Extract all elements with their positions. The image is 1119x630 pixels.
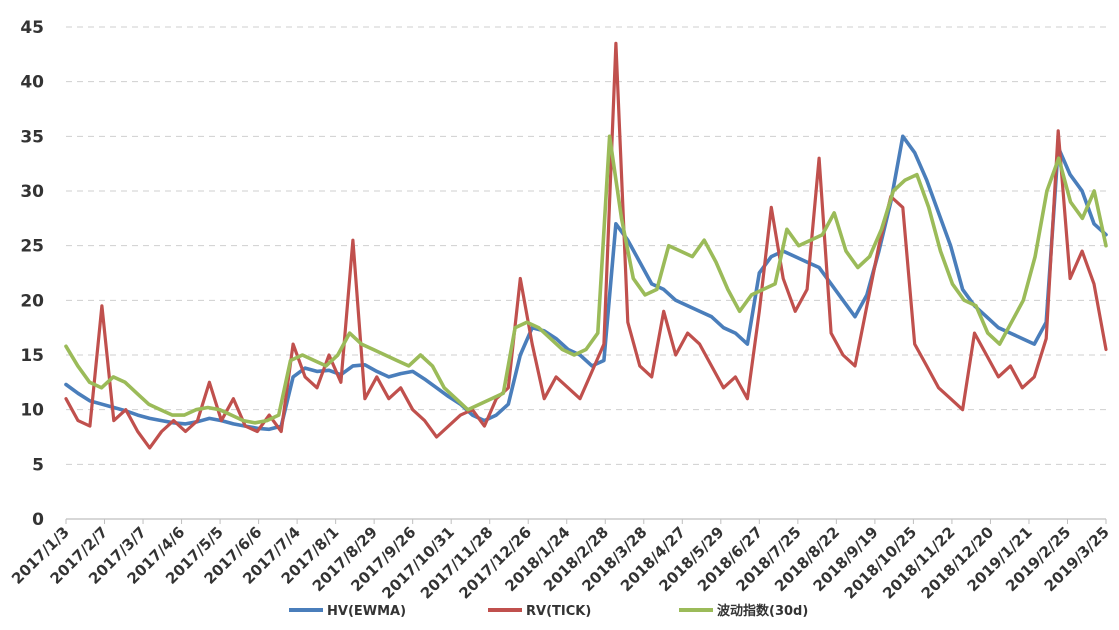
series-lines [64,41,1108,450]
y-tick-label: 25 [20,237,44,257]
y-tick-label: 0 [32,510,44,530]
series-line-1 [64,41,1108,450]
x-axis-tick-labels: 2017/1/32017/2/72017/3/72017/4/62017/5/5… [8,519,1113,603]
grid-lines [66,26,1106,465]
series-line-0 [64,134,1108,432]
y-tick-label: 30 [20,182,44,202]
series-line-2 [64,134,1108,425]
y-tick-label: 40 [20,73,44,93]
y-tick-label: 5 [32,455,44,475]
legend-label-1: RV(TICK) [526,604,591,619]
y-tick-label: 10 [20,401,44,421]
y-tick-label: 15 [20,346,44,366]
y-tick-label: 45 [20,18,44,38]
y-tick-label: 20 [20,291,44,311]
y-tick-label: 35 [20,127,44,147]
y-axis-tick-labels: 0 5 10 15 20 25 30 35 40 45 [20,18,44,530]
legend: HV(EWMA) RV(TICK) 波动指数(30d) [289,603,808,619]
legend-label-0: HV(EWMA) [327,604,406,619]
legend-label-2: 波动指数(30d) [717,603,808,619]
